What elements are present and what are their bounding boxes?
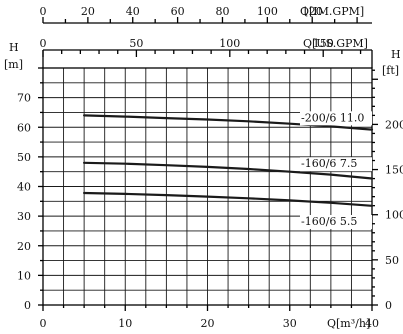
x-bottom-tick-label: 10 <box>118 317 132 330</box>
labels: Q[IM.GPM] Q[US.GPM] Q[m³/h] H [m] H [ft]… <box>4 5 403 330</box>
curves <box>83 114 374 207</box>
y-right-axis-label: H <box>391 48 401 61</box>
axes <box>38 17 378 311</box>
x-top1-tick-label: 80 <box>215 5 229 18</box>
series-line <box>83 161 374 180</box>
series-label: -160/6 5.5 <box>301 215 357 228</box>
series-label: -160/6 7.5 <box>301 157 357 170</box>
x-top1-tick-label: 120 <box>302 5 323 18</box>
y-left-tick-label: 50 <box>17 151 31 164</box>
x-top1-tick-label: 100 <box>257 5 278 18</box>
x-top2-tick-label: 0 <box>40 37 47 50</box>
series-label: -200/6 11.0 <box>301 111 364 124</box>
y-left-axis-unit: [m] <box>4 58 23 71</box>
x-top2-tick-label: 100 <box>219 37 240 50</box>
x-top2-axis-label: Q[US.GPM] <box>303 37 368 50</box>
x-top1-tick-label: 40 <box>126 5 140 18</box>
series-label-bg <box>300 215 372 230</box>
x-top2-tick-label: 150 <box>313 37 334 50</box>
x-bottom-tick-label: 20 <box>201 317 215 330</box>
y-right-tick-label: 50 <box>385 254 399 267</box>
y-left-tick-label: 70 <box>17 92 31 105</box>
grid <box>43 68 372 305</box>
y-right-axis-unit: [ft] <box>382 64 399 77</box>
x-top1-tick-label: 20 <box>81 5 95 18</box>
y-left-axis-label: H <box>9 41 19 54</box>
y-right-tick-label: 100 <box>385 209 403 222</box>
x-top1-tick-label: 60 <box>171 5 185 18</box>
x-top2-tick-label: 50 <box>129 37 143 50</box>
series-label-bg <box>300 157 372 172</box>
y-right-tick-label: 150 <box>385 164 403 177</box>
x-bottom-tick-label: 40 <box>365 317 379 330</box>
y-left-tick-label: 60 <box>17 121 31 134</box>
y-left-tick-label: 20 <box>17 240 31 253</box>
y-left-tick-label: 10 <box>17 269 31 282</box>
y-left-tick-label: 30 <box>17 210 31 223</box>
series-line <box>83 114 374 131</box>
y-left-tick-label: 0 <box>24 299 31 312</box>
x-top1-axis-label: Q[IM.GPM] <box>300 5 364 18</box>
series-label-bg <box>300 111 372 126</box>
x-bottom-tick-label: 30 <box>283 317 297 330</box>
x-top1-tick-label: 0 <box>40 5 47 18</box>
x-bottom-tick-label: 0 <box>40 317 47 330</box>
y-right-tick-label: 200 <box>385 118 403 131</box>
x-bottom-axis-label: Q[m³/h] <box>327 317 370 330</box>
y-left-tick-label: 40 <box>17 181 31 194</box>
series-line <box>83 191 374 207</box>
y-right-tick-label: 0 <box>385 299 392 312</box>
